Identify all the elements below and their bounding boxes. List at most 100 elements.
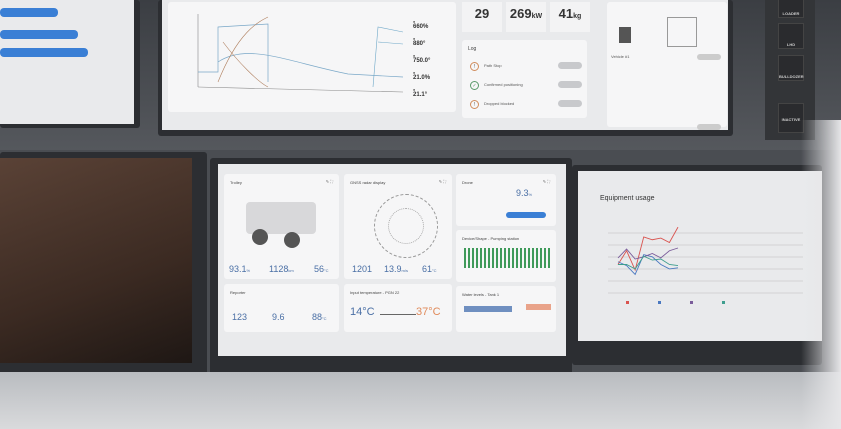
- drone-action-button[interactable]: [506, 212, 546, 218]
- loader-button[interactable]: LOADER: [778, 0, 804, 18]
- sensor-line-chart: [197, 14, 404, 93]
- card-title: Water levels - Tank 1: [462, 292, 500, 297]
- temp-min: 14°C: [350, 306, 375, 318]
- log-action-button[interactable]: [558, 62, 582, 69]
- water-level-bar: [464, 306, 512, 312]
- stat-unit: kW: [531, 13, 543, 20]
- drone-card: Drone ✎ ⛶ 9.3%: [456, 174, 556, 226]
- expand-icon[interactable]: ✎ ⛶: [438, 179, 446, 184]
- legend-swatch-2: [690, 301, 693, 304]
- vehicle-button[interactable]: [697, 54, 721, 60]
- reporter-card: Reporter 123 9.6 88°C: [224, 284, 339, 332]
- bulldozer-button[interactable]: BULLDOZER: [778, 55, 804, 81]
- usage-monitor: Equipment usage: [572, 165, 822, 365]
- series-line-2: [617, 247, 679, 260]
- metric-value: 1201: [352, 264, 373, 274]
- radar-ring: [388, 208, 424, 244]
- radar-display: [374, 194, 438, 258]
- log-item[interactable]: ! Dropped blocked: [470, 98, 582, 116]
- legend-unit: %: [424, 75, 431, 81]
- inactive-button[interactable]: INACTIVE: [778, 103, 804, 133]
- chart-title: Equipment usage: [600, 195, 655, 202]
- legend-swatch-1: [658, 301, 661, 304]
- series-line-1: [617, 254, 679, 276]
- series-line-0: [617, 226, 679, 272]
- sensor-chart-card: ■ 660% ■ 880° ■ 750.0° ■ 21.0% ■ 21.1°: [168, 2, 456, 112]
- equipment-usage-chart: [608, 226, 803, 304]
- progress-bar: [0, 30, 78, 39]
- desk: [0, 372, 841, 429]
- camera-monitor: [0, 152, 207, 387]
- machine-diagram: [619, 27, 631, 43]
- progress-bar: [0, 48, 88, 57]
- warning-icon: !: [470, 62, 479, 71]
- stat-value: 269: [509, 6, 532, 21]
- log-title: Log: [468, 46, 477, 52]
- metric-value: 56°C: [314, 264, 329, 274]
- input-temperature-card: Input temperature - PGN 22 14°C 37°C: [344, 284, 452, 332]
- stat-unit: kg: [573, 13, 582, 20]
- trolley-card: Trolley ✎ ⛶ 93.1% 1128km 56°C: [224, 174, 339, 279]
- metric-value: 9.6: [272, 312, 285, 322]
- expand-icon[interactable]: ✎ ⛶: [542, 179, 550, 184]
- drone-value: 9.3%: [516, 188, 533, 198]
- legend-unit: °: [423, 41, 426, 47]
- top-center-monitor: ■ 660% ■ 880° ■ 750.0° ■ 21.0% ■ 21.1° 29 269…: [158, 0, 733, 136]
- stat-value: 41: [558, 6, 574, 21]
- vehicle-card: Vehicle #1: [607, 2, 727, 130]
- log-item-label: Path Stop: [484, 63, 502, 68]
- dashboard-monitor: Trolley ✎ ⛶ 93.1% 1128km 56°C GNSS radar…: [210, 158, 572, 376]
- warning-icon: !: [470, 100, 479, 109]
- legend-unit: °: [424, 92, 428, 98]
- log-item-label: Dropped blocked: [484, 101, 515, 106]
- camera-feed: [0, 158, 192, 363]
- progress-bar: [0, 8, 58, 17]
- water-levels-card: Water levels - Tank 1: [456, 286, 556, 332]
- pumping-station-card: Device/Shape - Pumping station: [456, 230, 556, 282]
- expand-icon[interactable]: ✎ ⛶: [325, 179, 333, 184]
- card-title: Reporter: [230, 290, 246, 295]
- card-title: Input temperature - PGN 22: [350, 290, 400, 295]
- log-item[interactable]: ! Path Stop: [470, 60, 582, 78]
- water-level-bar: [526, 304, 551, 310]
- radar-card: GNSS radar display ✎ ⛶ 1201 13.9m/s 61°C: [344, 174, 452, 279]
- legend-swatch-0: [626, 301, 629, 304]
- metric-value: 93.1%: [229, 264, 251, 274]
- metric-value: 88°C: [312, 312, 327, 322]
- vehicle-label: Vehicle #1: [611, 54, 630, 59]
- card-title: GNSS radar display: [350, 180, 386, 185]
- card-title: Trolley: [230, 180, 242, 185]
- metric-value: 1128km: [269, 264, 294, 274]
- log-card: Log ! Path Stop ✓ Confirmed positioning ! D…: [462, 40, 587, 118]
- metric-value: 13.9m/s: [384, 264, 408, 274]
- legend-swatch-3: [722, 301, 725, 304]
- legend-value: 880: [413, 41, 424, 47]
- metric-value: 123: [232, 312, 248, 322]
- legend-unit: %: [423, 24, 429, 30]
- log-item[interactable]: ✓ Confirmed positioning: [470, 79, 582, 97]
- log-action-button[interactable]: [558, 100, 582, 107]
- stat-card: 29: [462, 2, 502, 32]
- trolley-image: [246, 202, 316, 234]
- pump-status-bars: [464, 248, 550, 268]
- lhd-button[interactable]: LHD: [778, 23, 804, 49]
- temp-slider[interactable]: [380, 314, 416, 315]
- log-item-label: Confirmed positioning: [484, 82, 523, 87]
- stat-card: 41kg: [550, 2, 590, 32]
- stat-card: 269kW: [506, 2, 546, 32]
- temp-max: 37°C: [416, 306, 441, 318]
- legend-item: ■: [413, 20, 416, 24]
- log-action-button[interactable]: [558, 81, 582, 88]
- legend-value: 21.1: [413, 92, 425, 98]
- wheel: [284, 232, 300, 248]
- metric-value: 61°C: [422, 264, 437, 274]
- legend-unit: °: [428, 58, 431, 64]
- top-left-monitor: [0, 0, 140, 128]
- series-line-3: [618, 255, 679, 270]
- check-icon: ✓: [470, 81, 479, 90]
- legend-value: 660: [413, 24, 424, 30]
- stat-value: 29: [474, 6, 490, 21]
- legend-value: 21.0: [413, 75, 425, 81]
- legend-value: 750.0: [413, 58, 429, 64]
- vehicle-button[interactable]: [697, 124, 721, 130]
